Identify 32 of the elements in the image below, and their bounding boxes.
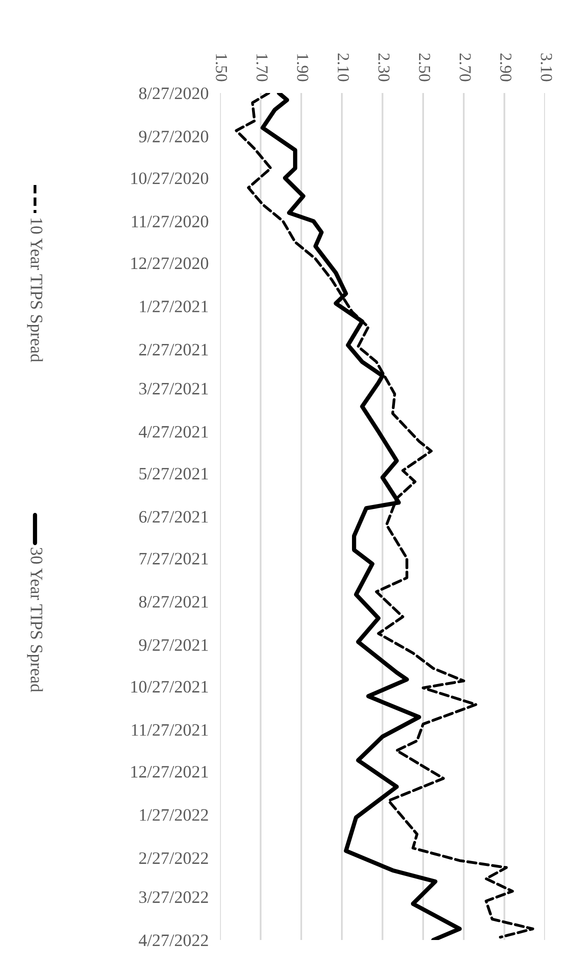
x-tick-label: 2.90 <box>500 53 512 82</box>
y-tick-label: 11/27/2020 <box>132 216 208 228</box>
y-tick-label: 3/27/2022 <box>139 891 208 904</box>
x-tick-label: 3.10 <box>540 54 552 82</box>
y-tick-label: 6/27/2021 <box>139 510 208 523</box>
y-tick-label: 8/27/2021 <box>139 596 208 608</box>
x-tick-label: 2.10 <box>338 53 349 82</box>
y-tick-label: 7/27/2021 <box>140 552 208 564</box>
y-tick-label: 12/27/2021 <box>131 766 208 778</box>
legend-label: 10 Year TIPS Spread <box>27 218 43 362</box>
y-tick-label: 12/27/2020 <box>131 257 208 270</box>
y-tick-label: 1/27/2021 <box>140 300 208 312</box>
y-tick-label: 11/27/2021 <box>132 724 208 736</box>
legend-label: 30 Year TIPS Spread <box>27 548 43 692</box>
y-tick-label: 2/27/2022 <box>139 852 208 864</box>
y-tick-label: 9/27/2020 <box>139 130 208 142</box>
x-tick-label: 1.70 <box>256 54 268 82</box>
y-tick-label: 5/27/2021 <box>139 468 208 480</box>
x-tick-label: 2.50 <box>418 53 430 82</box>
y-tick-label: 4/27/2021 <box>138 426 208 438</box>
y-tick-label: 1/27/2022 <box>140 809 208 821</box>
x-tick-label: 1.90 <box>297 54 308 82</box>
y-tick-label: 10/27/2020 <box>131 172 208 184</box>
x-tick-label: 2.30 <box>378 53 390 82</box>
y-tick-label: 3/27/2021 <box>139 382 208 395</box>
x-tick-label: 1.50 <box>216 54 228 82</box>
y-tick-label: 8/27/2020 <box>139 87 208 100</box>
y-tick-label: 9/27/2021 <box>139 639 208 651</box>
y-tick-label: 2/27/2021 <box>139 344 208 356</box>
y-tick-label: 4/27/2022 <box>138 934 208 946</box>
x-tick-label: 2.70 <box>460 53 471 82</box>
y-tick-label: 10/27/2021 <box>131 680 208 693</box>
